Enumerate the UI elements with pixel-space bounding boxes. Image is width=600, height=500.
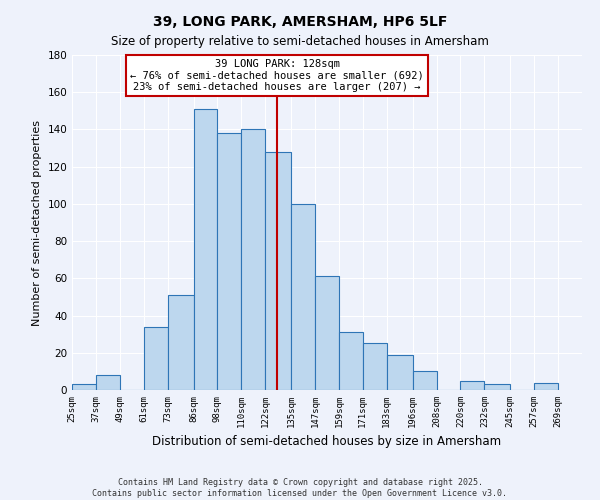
Bar: [217, 133, 241, 390]
Text: 39, LONG PARK, AMERSHAM, HP6 5LF: 39, LONG PARK, AMERSHAM, HP6 5LF: [153, 15, 447, 29]
Bar: [167, 295, 194, 390]
Bar: [387, 354, 413, 390]
X-axis label: Distribution of semi-detached houses by size in Amersham: Distribution of semi-detached houses by …: [152, 436, 502, 448]
Bar: [534, 382, 558, 390]
Text: 39 LONG PARK: 128sqm
← 76% of semi-detached houses are smaller (692)
23% of semi: 39 LONG PARK: 128sqm ← 76% of semi-detac…: [130, 58, 424, 92]
Bar: [194, 109, 217, 390]
Bar: [291, 204, 315, 390]
Bar: [363, 344, 387, 390]
Bar: [265, 152, 291, 390]
Text: Size of property relative to semi-detached houses in Amersham: Size of property relative to semi-detach…: [111, 35, 489, 48]
Bar: [241, 130, 265, 390]
Bar: [484, 384, 510, 390]
Y-axis label: Number of semi-detached properties: Number of semi-detached properties: [32, 120, 42, 326]
Bar: [144, 326, 167, 390]
Bar: [315, 276, 339, 390]
Bar: [460, 380, 484, 390]
Bar: [413, 372, 437, 390]
Bar: [339, 332, 363, 390]
Bar: [96, 375, 120, 390]
Bar: [72, 384, 96, 390]
Text: Contains HM Land Registry data © Crown copyright and database right 2025.
Contai: Contains HM Land Registry data © Crown c…: [92, 478, 508, 498]
